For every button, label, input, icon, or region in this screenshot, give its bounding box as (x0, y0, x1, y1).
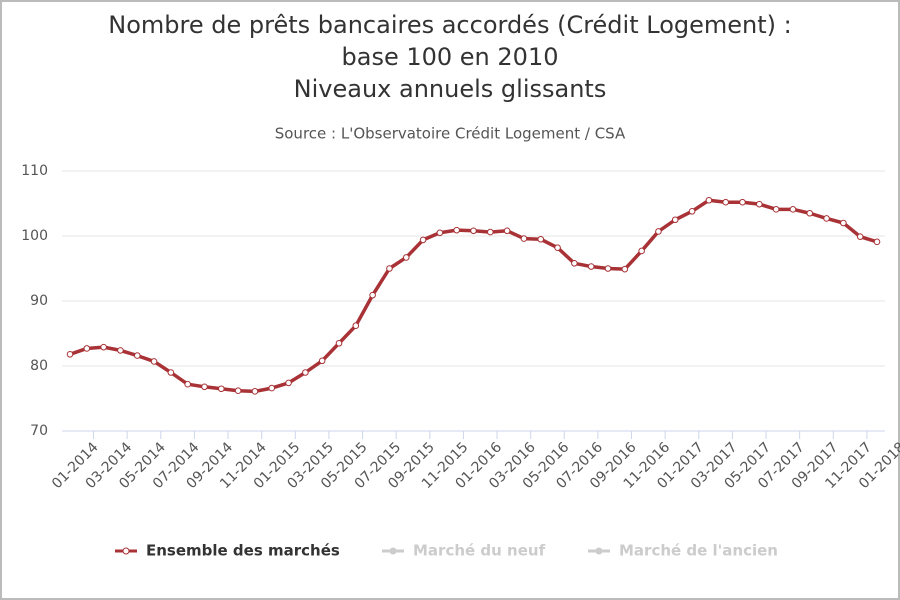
data-point (638, 247, 645, 255)
chart-title: Niveaux annuels glissants (294, 75, 607, 103)
legend-label: Marché de l'ancien (619, 542, 778, 560)
y-tick-label: 70 (30, 423, 48, 439)
data-point (789, 206, 797, 213)
data-point (302, 369, 309, 376)
data-point (251, 388, 259, 395)
data-point (503, 227, 511, 235)
data-point (268, 384, 276, 392)
chart-subtitle: Source : L'Observatoire Crédit Logement … (275, 125, 626, 143)
data-point (537, 235, 545, 243)
legend-item[interactable]: Ensemble des marchés (115, 542, 340, 560)
y-tick-label: 100 (21, 228, 48, 244)
data-point (184, 380, 191, 388)
data-point (840, 219, 847, 227)
data-point (150, 358, 158, 365)
data-point (806, 209, 814, 217)
data-point (100, 343, 107, 351)
data-point (117, 347, 124, 354)
data-point (66, 351, 74, 358)
data-point (83, 345, 91, 352)
legend-marker (389, 547, 397, 555)
legend-label: Ensemble des marchés (146, 542, 340, 560)
data-point (571, 260, 578, 267)
y-tick-label: 90 (30, 293, 48, 309)
data-point (705, 196, 713, 204)
data-point (856, 233, 864, 240)
data-point (318, 357, 326, 365)
data-point (453, 226, 460, 234)
data-point (487, 228, 494, 236)
data-point (520, 235, 528, 242)
data-point (739, 198, 746, 206)
data-point (335, 339, 343, 347)
data-point (167, 369, 175, 376)
data-point (402, 254, 410, 261)
data-point (823, 215, 830, 222)
data-point (621, 265, 629, 273)
data-point (285, 379, 292, 387)
y-tick-label: 80 (30, 358, 48, 374)
data-point (772, 206, 780, 213)
data-point (470, 227, 477, 235)
data-point (234, 387, 242, 395)
data-point (587, 263, 595, 270)
data-point (688, 208, 696, 215)
data-point (722, 198, 729, 206)
data-point (604, 265, 612, 272)
data-point (369, 291, 376, 299)
data-point (436, 229, 444, 237)
y-tick-label: 110 (21, 163, 48, 179)
legend-item[interactable]: Marché de l'ancien (588, 542, 778, 560)
data-point (671, 216, 679, 224)
data-point (218, 385, 225, 393)
chart-title: Nombre de prêts bancaires accordés (Créd… (108, 11, 791, 39)
data-point (655, 228, 662, 235)
data-point (133, 352, 141, 359)
legend-item[interactable]: Marché du neuf (382, 542, 546, 560)
data-point (201, 383, 208, 391)
data-point (386, 265, 393, 272)
chart-title: base 100 en 2010 (342, 43, 559, 71)
data-point (756, 200, 763, 208)
data-point (419, 236, 427, 244)
legend-marker (122, 547, 130, 555)
data-point (554, 244, 561, 251)
legend-label: Marché du neuf (413, 542, 546, 560)
data-point (873, 238, 881, 246)
data-point (352, 322, 360, 330)
legend-marker (595, 547, 603, 555)
